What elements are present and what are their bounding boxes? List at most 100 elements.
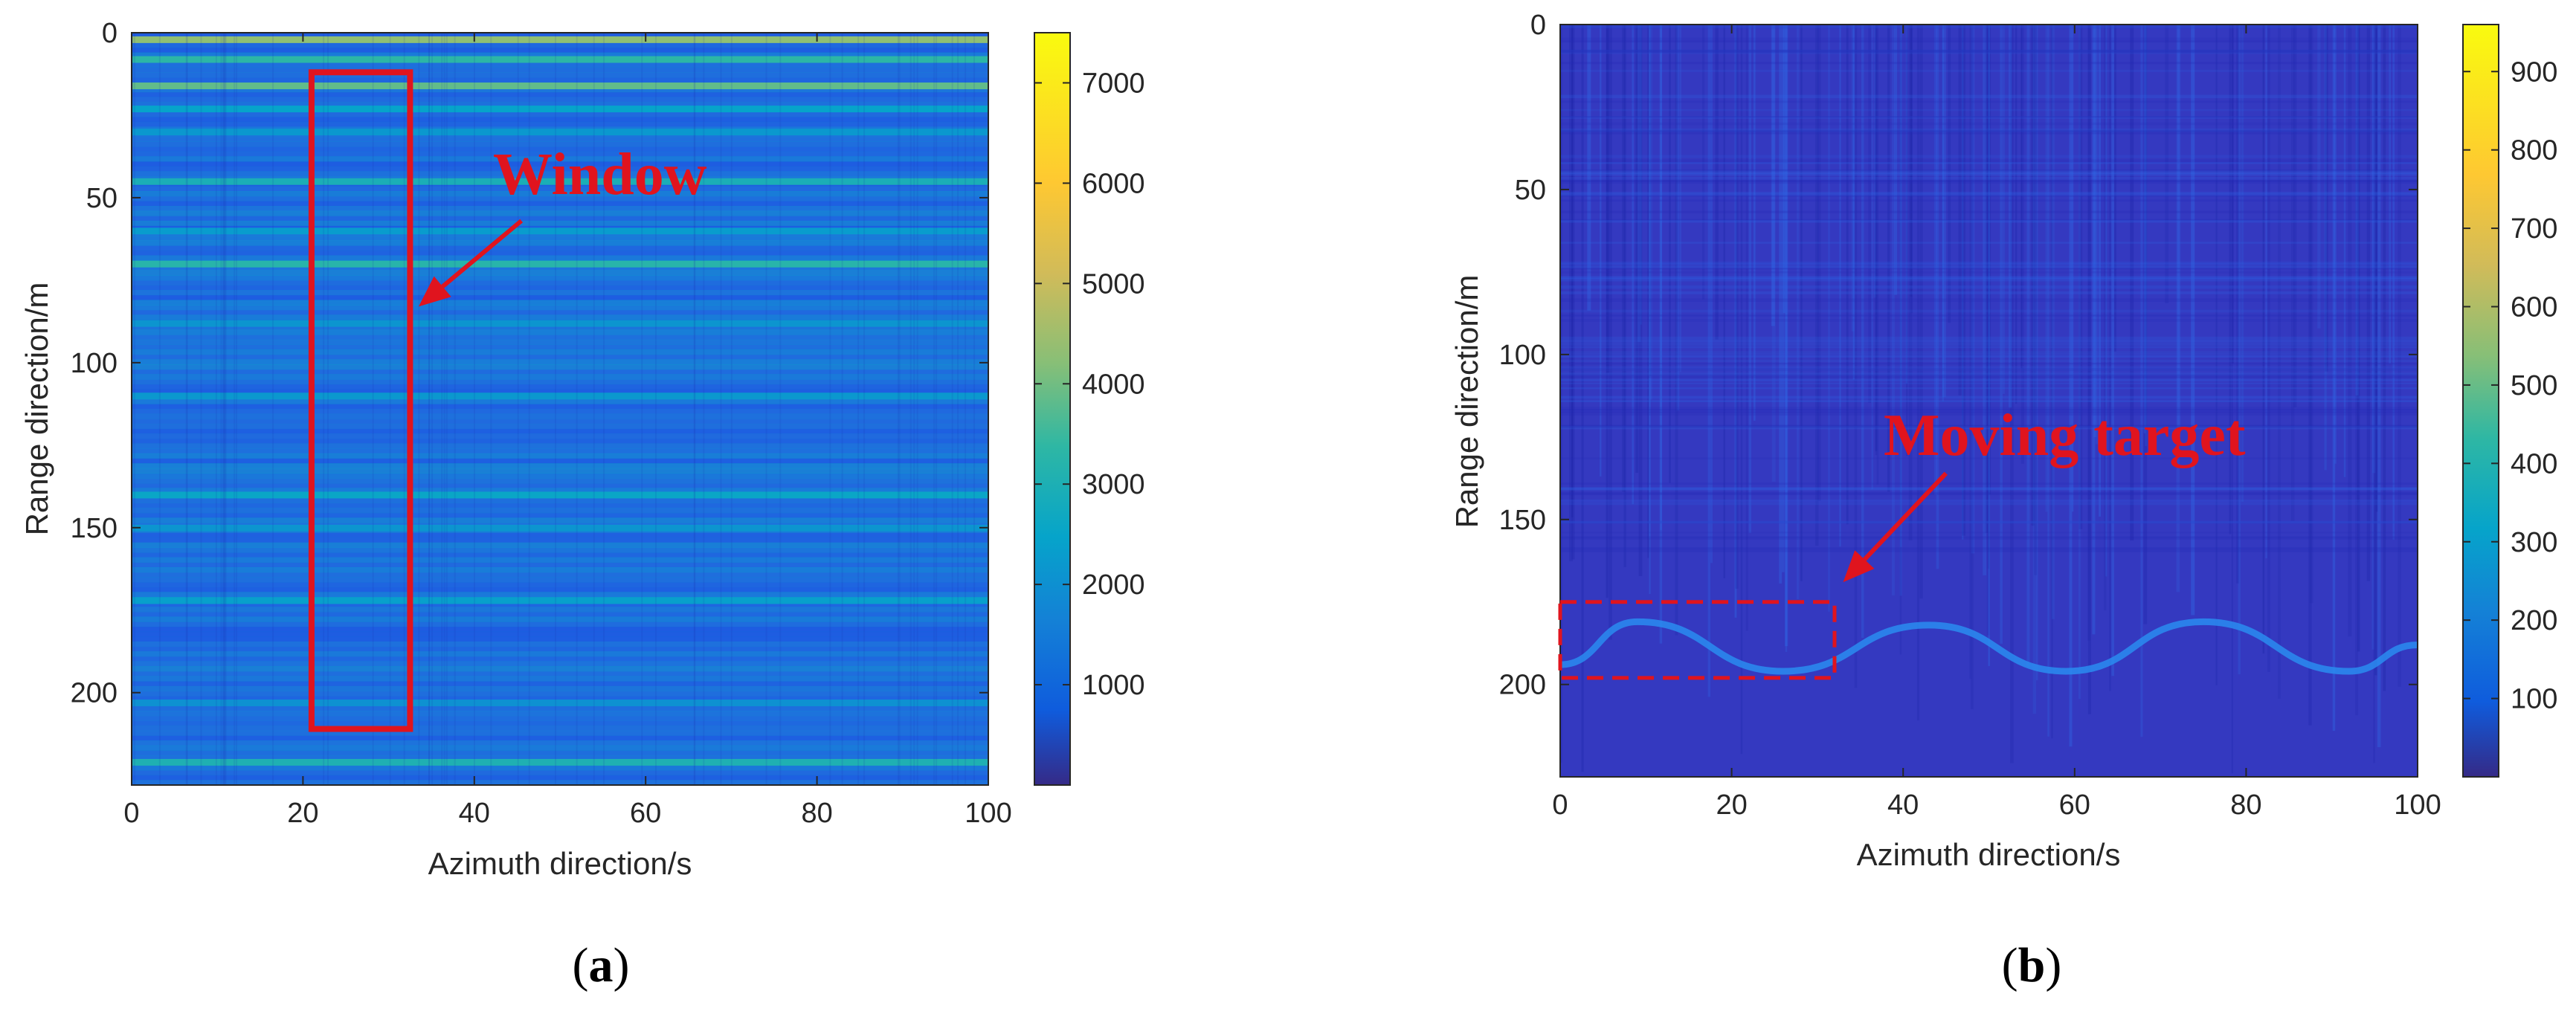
range-stripe bbox=[132, 497, 988, 503]
heatmap-b-frame bbox=[1559, 24, 2418, 778]
speckle-column bbox=[2375, 25, 2378, 512]
range-stripe bbox=[132, 582, 988, 588]
azimuth-grain bbox=[327, 33, 329, 785]
range-stripe bbox=[132, 294, 988, 300]
speckle-column bbox=[2087, 25, 2091, 641]
range-band bbox=[132, 129, 988, 136]
azimuth-grain bbox=[403, 33, 405, 785]
range-stripe bbox=[132, 512, 988, 518]
speckle-row bbox=[1560, 176, 2418, 181]
speckle-column bbox=[1988, 25, 1991, 495]
speckle-column bbox=[1868, 25, 1872, 403]
speckle-row bbox=[1560, 266, 2418, 269]
azimuth-grain bbox=[703, 33, 705, 785]
range-stripe bbox=[132, 201, 988, 207]
moving-target-track bbox=[1560, 618, 2418, 675]
speckle-column bbox=[2278, 25, 2281, 699]
range-stripe bbox=[132, 488, 988, 494]
speckle-column bbox=[1986, 25, 1990, 636]
speckle-row bbox=[1560, 195, 2418, 197]
y-tick-label: 0 bbox=[102, 18, 117, 49]
speckle-column bbox=[1817, 25, 1821, 501]
azimuth-grain bbox=[898, 33, 901, 785]
speckle-row bbox=[1560, 342, 2418, 346]
speckle-column bbox=[2366, 25, 2371, 581]
azimuth-grain bbox=[473, 33, 475, 785]
range-stripe bbox=[132, 755, 988, 761]
azimuth-grain bbox=[936, 33, 938, 785]
range-stripe bbox=[132, 775, 988, 781]
speckle-column bbox=[1905, 25, 1908, 384]
azimuth-grain bbox=[215, 33, 217, 785]
range-band bbox=[132, 597, 988, 604]
speckle-column bbox=[1971, 25, 1974, 709]
speckle-column bbox=[2332, 25, 2336, 732]
speckle-column bbox=[1715, 25, 1719, 340]
speckle-column bbox=[2130, 25, 2134, 540]
colorbar-tick-label: 300 bbox=[2511, 527, 2557, 558]
speckle-column bbox=[1971, 25, 1975, 554]
speckle-row bbox=[1560, 129, 2418, 132]
range-stripe bbox=[132, 216, 988, 222]
range-band bbox=[132, 524, 988, 532]
x-tick-label: 80 bbox=[801, 798, 832, 829]
colorbar-tick-label: 400 bbox=[2511, 448, 2557, 479]
colorbar-a-ticks: 1000 2000 3000 4000 5000 6000 7000 bbox=[1034, 68, 1145, 701]
speckle-column bbox=[2069, 25, 2073, 747]
speckle-column bbox=[1887, 25, 1890, 492]
speckle-row bbox=[1560, 355, 2418, 358]
speckle-column bbox=[1734, 25, 1737, 618]
speckle-row bbox=[1560, 285, 2418, 289]
speckle-row bbox=[1560, 487, 2418, 491]
range-stripe bbox=[132, 567, 988, 573]
speckle-row bbox=[1560, 363, 2418, 365]
azimuth-grain bbox=[517, 33, 519, 785]
range-stripe bbox=[132, 413, 988, 419]
colorbar-tick-label: 800 bbox=[2511, 135, 2557, 167]
range-stripe bbox=[132, 47, 988, 54]
azimuth-grain bbox=[222, 33, 225, 785]
azimuth-grain bbox=[913, 33, 915, 785]
speckle-row bbox=[1560, 271, 2418, 274]
colorbar-tick-label: 900 bbox=[2511, 56, 2557, 88]
speckle-column bbox=[2072, 25, 2074, 512]
speckle-column bbox=[1958, 25, 1962, 395]
speckle-column bbox=[2290, 25, 2295, 521]
speckle-column bbox=[2389, 25, 2391, 364]
range-band bbox=[132, 178, 988, 185]
range-stripe bbox=[132, 780, 988, 785]
speckle-column bbox=[2334, 25, 2337, 464]
speckle-column bbox=[1779, 25, 1783, 584]
speckle-column bbox=[2357, 25, 2360, 652]
speckle-row bbox=[1560, 407, 2418, 410]
window-arrow bbox=[441, 219, 524, 288]
speckle-row bbox=[1560, 116, 2418, 118]
azimuth-grain bbox=[655, 33, 657, 785]
speckle-row bbox=[1560, 492, 2418, 496]
speckle-row bbox=[1560, 49, 2418, 54]
range-stripe bbox=[132, 77, 988, 83]
speckle-column bbox=[1916, 25, 1920, 721]
x-tick-label: 100 bbox=[965, 798, 1011, 829]
range-stripe bbox=[132, 196, 988, 201]
colorbar-tick-label: 1000 bbox=[1082, 670, 1145, 701]
x-tick-label: 20 bbox=[1716, 789, 1747, 821]
range-stripe bbox=[132, 428, 988, 434]
azimuth-grain bbox=[720, 33, 722, 785]
speckle-column bbox=[2009, 25, 2012, 408]
speckle-row bbox=[1560, 94, 2418, 99]
range-stripe bbox=[132, 275, 988, 281]
azimuth-grain bbox=[841, 33, 843, 785]
speckle-column bbox=[2000, 25, 2003, 644]
speckle-column bbox=[1710, 25, 1713, 563]
speckle-column bbox=[1771, 25, 1776, 482]
speckle-column bbox=[2310, 25, 2313, 604]
speckle-row bbox=[1560, 219, 2418, 222]
range-band bbox=[132, 227, 988, 235]
colorbar-tick-label: 2000 bbox=[1082, 569, 1145, 601]
range-stripe bbox=[132, 656, 988, 662]
range-stripe bbox=[132, 765, 988, 771]
speckle-column bbox=[2095, 25, 2099, 445]
speckle-column bbox=[1983, 25, 1987, 575]
speckle-column bbox=[2238, 25, 2241, 675]
